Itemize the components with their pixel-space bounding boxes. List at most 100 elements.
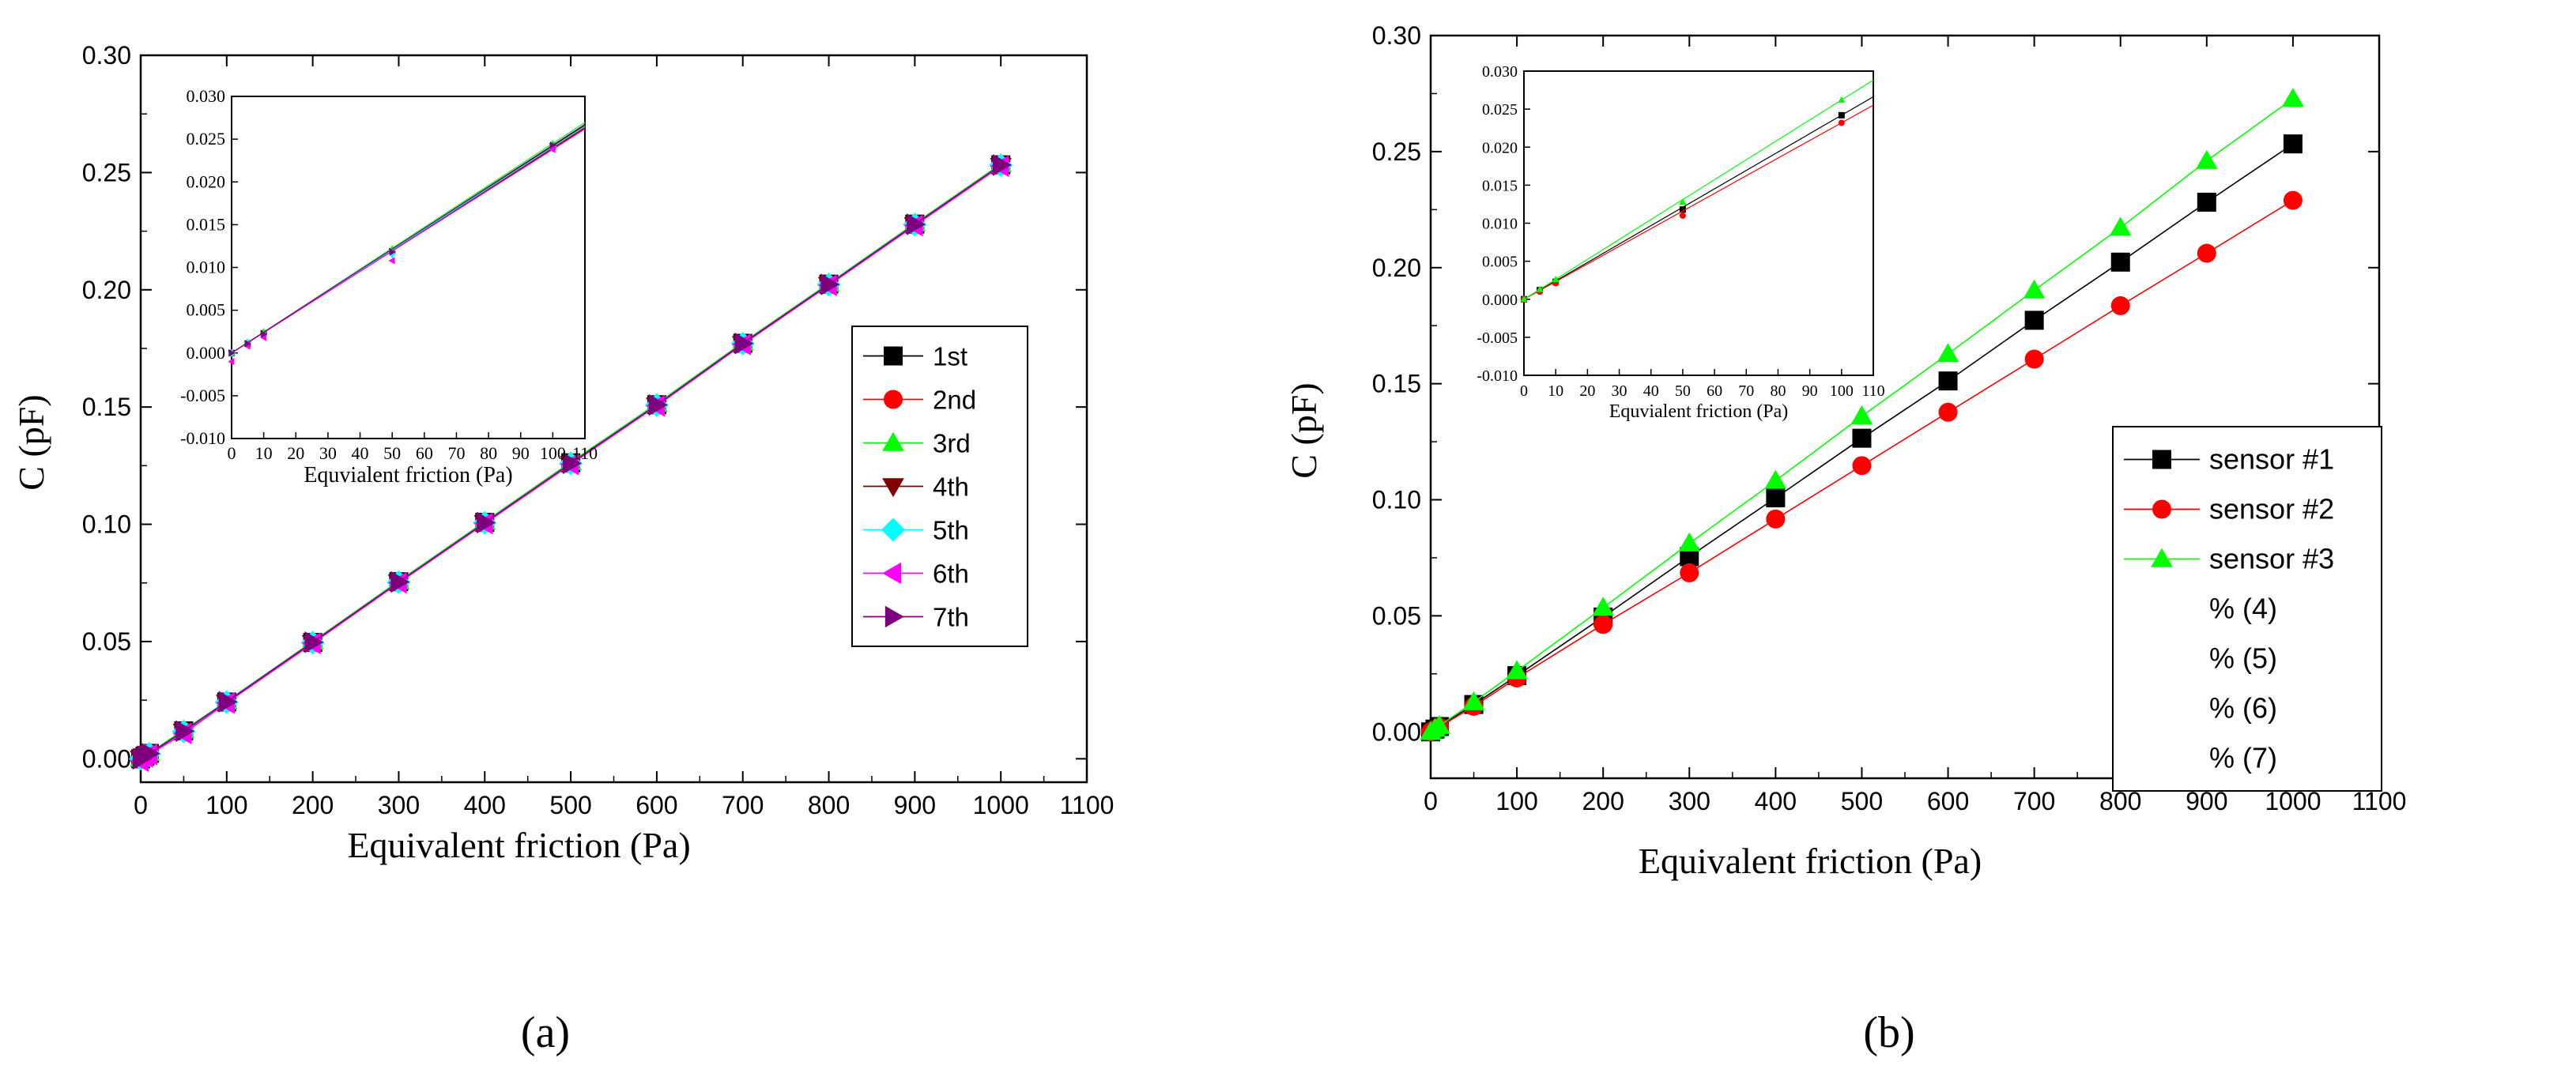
x-tick-label: 700 [722, 791, 764, 819]
legend-item: 2nd [863, 386, 976, 415]
data-point [2283, 134, 2303, 154]
legend-item: 3rd [863, 429, 971, 458]
inset-data-point [388, 257, 395, 265]
data-point [2024, 311, 2044, 330]
inset-x-tick-label: 20 [1579, 382, 1595, 400]
legend-marker [882, 431, 904, 451]
inset-x-tick-label: 20 [287, 443, 304, 463]
data-point [2109, 216, 2132, 236]
inset-data-point [1838, 111, 1845, 119]
x-tick-label: 600 [636, 791, 677, 819]
legend: sensor #1 sensor #2 sensor #3 % (4) % (5) % (… [2112, 426, 2382, 792]
data-point [1764, 469, 1787, 489]
x-tick-label: 400 [1755, 787, 1797, 815]
inset-y-tick-label: 0.020 [187, 171, 226, 191]
y-tick-label: 0.10 [82, 510, 131, 539]
legend-item: 7th [863, 603, 969, 632]
legend-label: 7th [933, 603, 969, 632]
legend-item: 4th [863, 472, 969, 502]
legend-marker [882, 478, 904, 498]
data-point [1506, 660, 1528, 680]
inset-data-point [261, 330, 268, 338]
inset-data-point [549, 141, 556, 149]
inset-fit-line [231, 128, 586, 354]
y-axis-ticks: 0.00 0.05 0.10 0.15 0.20 0.25 0.30 [82, 41, 1087, 773]
data-point [1938, 371, 1958, 391]
legend-extra-label: % (7) [2209, 742, 2277, 774]
inset-y-tick-label: 0.015 [1482, 177, 1518, 194]
legend: 1st 2nd 3rd 4th 5th 6th 7th [851, 326, 1028, 647]
x-tick-label: 900 [894, 791, 936, 819]
inset-fit-line [231, 123, 586, 354]
inset-x-tick-label: 110 [1861, 382, 1884, 400]
inset-y-tick-label: 0.020 [1482, 139, 1518, 156]
data-point [1592, 597, 1614, 616]
data-point [2283, 190, 2303, 210]
inset-data-point [1520, 296, 1528, 303]
inset-x-tick-label: 100 [540, 443, 566, 463]
legend-label: 2nd [933, 386, 976, 415]
series-line [1430, 98, 2294, 732]
data-point [2024, 349, 2044, 369]
inset-y-tick-label: 0.010 [1482, 216, 1518, 233]
inset-x-tick-label: 90 [1802, 382, 1818, 400]
data-point [1852, 456, 1872, 476]
inset-x-tick-label: 60 [416, 443, 433, 463]
data-point [648, 393, 668, 416]
data-point [1680, 547, 1699, 567]
inset-series-3 [1520, 79, 1874, 303]
y-tick-label: 0.00 [82, 744, 131, 773]
inset-chart: 0 10 20 30 40 50 60 70 80 90 100 110 -0.010 -0.005 0.0… [180, 86, 598, 488]
x-axis-label: Equivalent friction (Pa) [1639, 841, 1982, 881]
inset-data-point [1679, 206, 1686, 213]
legend-extra-label: % (5) [2209, 642, 2277, 675]
data-point [2197, 243, 2216, 263]
data-point [562, 452, 582, 475]
inset-x-tick-label: 40 [352, 443, 369, 463]
inset-data-point [1536, 285, 1544, 292]
data-point [218, 691, 238, 713]
x-tick-label: 600 [1927, 787, 1969, 815]
inset-fit-line [1523, 79, 1874, 300]
inset-x-axis-label: Equvialent friction (Pa) [304, 463, 512, 488]
data-point [734, 332, 754, 355]
y-axis-label: C (pF) [1284, 382, 1324, 478]
legend-label: sensor #3 [2209, 543, 2334, 575]
x-tick-label: 800 [808, 791, 850, 819]
inset-x-tick-label: 30 [1612, 382, 1627, 400]
x-tick-label: 500 [549, 791, 591, 819]
series-7 [132, 154, 1012, 770]
inset-x-tick-label: 40 [1643, 382, 1659, 400]
inset-frame [1523, 70, 1874, 376]
y-axis-label: C (pF) [11, 394, 51, 490]
data-point [2282, 88, 2304, 107]
inset-x-tick-label: 110 [572, 443, 598, 463]
legend-marker [2151, 548, 2173, 567]
inset-x-tick-label: 100 [1830, 382, 1854, 400]
legend-label: 1st [933, 342, 967, 371]
x-axis-label: Equivalent friction (Pa) [347, 825, 690, 865]
data-point [141, 742, 160, 765]
inset-x-tick-label: 80 [480, 443, 497, 463]
x-tick-label: 1000 [973, 791, 1029, 819]
legend-item: 5th [863, 516, 969, 545]
inset-y-tick-label: -0.010 [180, 428, 225, 448]
series-line [140, 164, 1001, 759]
data-point [907, 213, 926, 235]
inset-y-tick-label: 0.010 [187, 258, 226, 277]
data-point [1938, 402, 1958, 422]
legend-marker [882, 562, 902, 585]
panel-a: 0 100 200 300 400 500 600 700 800 900 1000 11000.00… [11, 41, 1114, 1057]
inset-y-tick-label: 0.000 [1482, 292, 1518, 309]
data-point [2196, 149, 2218, 169]
data-point [2197, 192, 2216, 212]
data-point [1766, 488, 1786, 508]
data-point [1593, 615, 1613, 634]
y-tick-label: 0.15 [1372, 370, 1421, 398]
data-point [1766, 509, 1786, 529]
data-point [1462, 691, 1485, 710]
inset-y-tick-label: 0.005 [187, 300, 226, 320]
inset-x-tick-label: 10 [1548, 382, 1563, 400]
data-point [390, 570, 410, 593]
